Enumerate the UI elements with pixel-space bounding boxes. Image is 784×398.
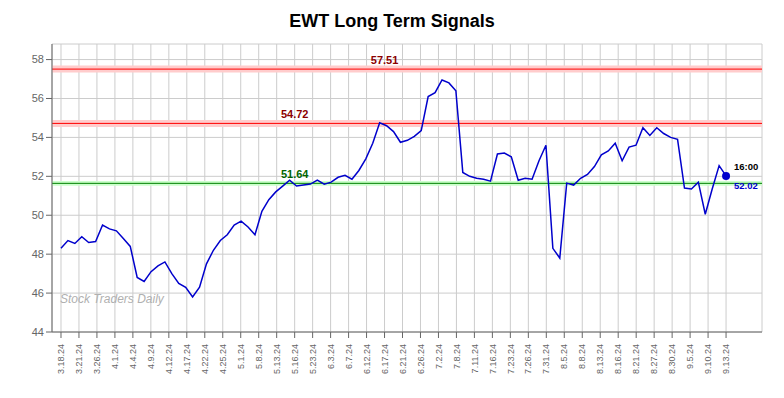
svg-text:3.21.24: 3.21.24 <box>74 344 84 374</box>
svg-text:7.2.24: 7.2.24 <box>434 344 444 369</box>
svg-text:16:00: 16:00 <box>734 161 758 172</box>
svg-text:4.12.24: 4.12.24 <box>164 344 174 374</box>
svg-text:7.11.24: 7.11.24 <box>470 344 480 373</box>
svg-text:6.3.24: 6.3.24 <box>326 344 336 369</box>
svg-text:8.27.24: 8.27.24 <box>649 344 659 374</box>
svg-text:8.13.24: 8.13.24 <box>595 344 605 374</box>
svg-text:4.22.24: 4.22.24 <box>200 344 210 374</box>
svg-text:7.26.24: 7.26.24 <box>523 344 533 374</box>
svg-text:3.26.24: 3.26.24 <box>92 344 102 374</box>
svg-text:51.64: 51.64 <box>281 168 309 180</box>
svg-text:9.10.24: 9.10.24 <box>703 344 713 374</box>
svg-text:44: 44 <box>32 326 44 338</box>
svg-text:4.25.24: 4.25.24 <box>218 344 228 374</box>
svg-text:50: 50 <box>32 209 44 221</box>
svg-text:3.18.24: 3.18.24 <box>56 344 66 374</box>
svg-text:4.17.24: 4.17.24 <box>182 344 192 374</box>
svg-text:6.7.24: 6.7.24 <box>344 344 354 369</box>
svg-text:6.26.24: 6.26.24 <box>416 344 426 374</box>
svg-text:56: 56 <box>32 92 44 104</box>
svg-text:5.16.24: 5.16.24 <box>290 344 300 374</box>
html-text:EWT Long Term Signals: EWT Long Term Signals <box>289 11 495 31</box>
svg-text:5.13.24: 5.13.24 <box>272 344 282 374</box>
svg-text:4.1.24: 4.1.24 <box>110 344 120 369</box>
svg-text:52.02: 52.02 <box>734 180 758 191</box>
svg-text:7.16.24: 7.16.24 <box>488 344 498 374</box>
svg-text:52: 52 <box>32 170 44 182</box>
svg-text:7.23.24: 7.23.24 <box>506 344 516 374</box>
svg-text:54: 54 <box>32 131 44 143</box>
svg-text:57.51: 57.51 <box>371 54 399 66</box>
svg-text:8.8.24: 8.8.24 <box>577 344 587 369</box>
svg-text:7.8.24: 7.8.24 <box>452 344 462 369</box>
svg-text:54.72: 54.72 <box>281 108 309 120</box>
svg-text:46: 46 <box>32 287 44 299</box>
svg-text:6.17.24: 6.17.24 <box>380 344 390 374</box>
svg-text:58: 58 <box>32 53 44 65</box>
html-text:Stock Traders Daily: Stock Traders Daily <box>60 292 164 306</box>
svg-text:48: 48 <box>32 248 44 260</box>
svg-text:7.31.24: 7.31.24 <box>541 344 551 374</box>
svg-text:9.13.24: 9.13.24 <box>721 344 731 374</box>
svg-text:8.5.24: 8.5.24 <box>559 344 569 369</box>
svg-text:4.9.24: 4.9.24 <box>146 344 156 369</box>
svg-text:5.1.24: 5.1.24 <box>236 344 246 369</box>
svg-text:9.5.24: 9.5.24 <box>685 344 695 369</box>
svg-text:8.21.24: 8.21.24 <box>631 344 641 374</box>
svg-text:5.23.24: 5.23.24 <box>308 344 318 374</box>
svg-text:4.4.24: 4.4.24 <box>128 344 138 369</box>
svg-text:8.16.24: 8.16.24 <box>613 344 623 374</box>
svg-text:5.8.24: 5.8.24 <box>254 344 264 369</box>
svg-text:6.12.24: 6.12.24 <box>362 344 372 374</box>
svg-text:8.30.24: 8.30.24 <box>667 344 677 374</box>
svg-text:6.21.24: 6.21.24 <box>398 344 408 374</box>
